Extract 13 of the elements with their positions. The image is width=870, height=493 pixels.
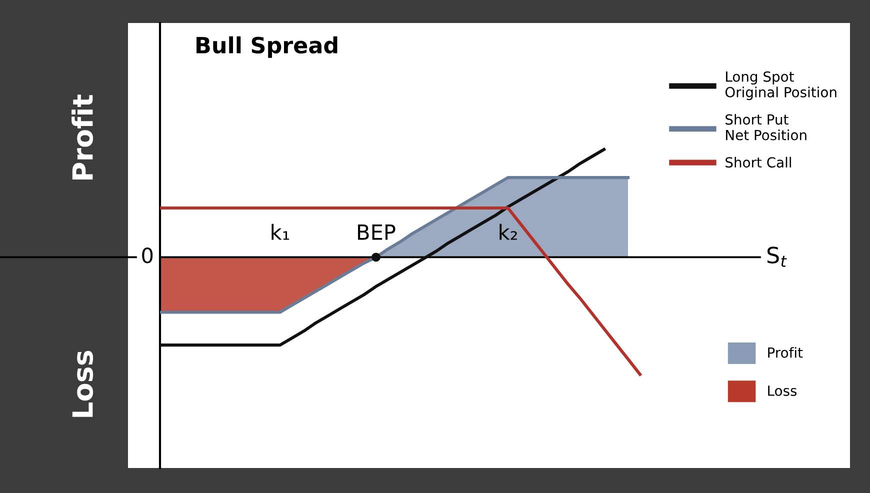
text: 0	[142, 247, 153, 264]
legend-label: Loss	[768, 386, 797, 396]
legend-label: Short Call	[726, 156, 791, 168]
legend-label: Profit	[768, 347, 803, 358]
x-axis-title: S$_{t}$	[767, 246, 787, 267]
legend-label: Long Spot Original Position	[725, 71, 836, 100]
text: Loss	[72, 350, 94, 417]
legend-label: Short Put Net Position	[726, 114, 806, 140]
chart-title: Bull Spread	[196, 36, 338, 58]
text: Profit	[72, 94, 94, 180]
x-tick-label: k₁	[272, 224, 290, 240]
x-tick-label: BEP	[358, 224, 396, 240]
x-tick-label: k₂	[500, 224, 517, 240]
